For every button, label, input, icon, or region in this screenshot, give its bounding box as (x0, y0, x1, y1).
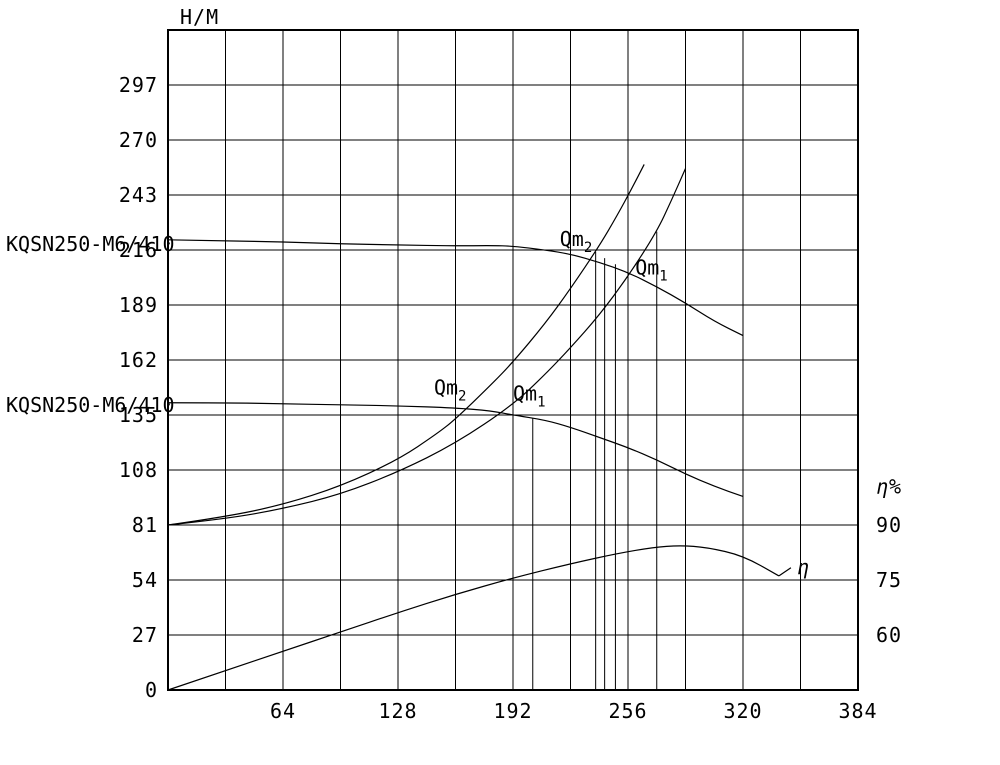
y-tick-label: 189 (119, 293, 158, 317)
y-axis-title: H/M (180, 5, 219, 29)
y-tick-label: 162 (119, 348, 158, 372)
y-tick-label: 108 (119, 458, 158, 482)
y-tick-label: 0 (145, 678, 158, 702)
x-tick-label: 128 (378, 699, 417, 723)
pump-model-label: KQSN250-M6/410 (6, 232, 175, 256)
y2-tick-label: 75 (876, 568, 902, 592)
y-tick-label: 81 (132, 513, 158, 537)
eta-label: η (797, 555, 810, 579)
y-tick-label: 297 (119, 73, 158, 97)
y-tick-label: 270 (119, 128, 158, 152)
x-tick-label: 384 (838, 699, 877, 723)
y-tick-label: 27 (132, 623, 158, 647)
x-tick-label: 320 (723, 699, 762, 723)
x-tick-label: 192 (493, 699, 532, 723)
y2-tick-label: 60 (876, 623, 902, 647)
y-tick-label: 243 (119, 183, 158, 207)
pump-model-label: KQSN250-M6/410 (6, 393, 175, 417)
x-tick-label: 256 (608, 699, 647, 723)
y2-tick-label: 90 (876, 513, 902, 537)
y2-axis-title: η% (876, 474, 902, 498)
y-tick-label: 54 (132, 568, 158, 592)
x-tick-label: 64 (270, 699, 296, 723)
pump-curve-chart: H/M0275481108135162189216243270297641281… (0, 0, 1000, 765)
